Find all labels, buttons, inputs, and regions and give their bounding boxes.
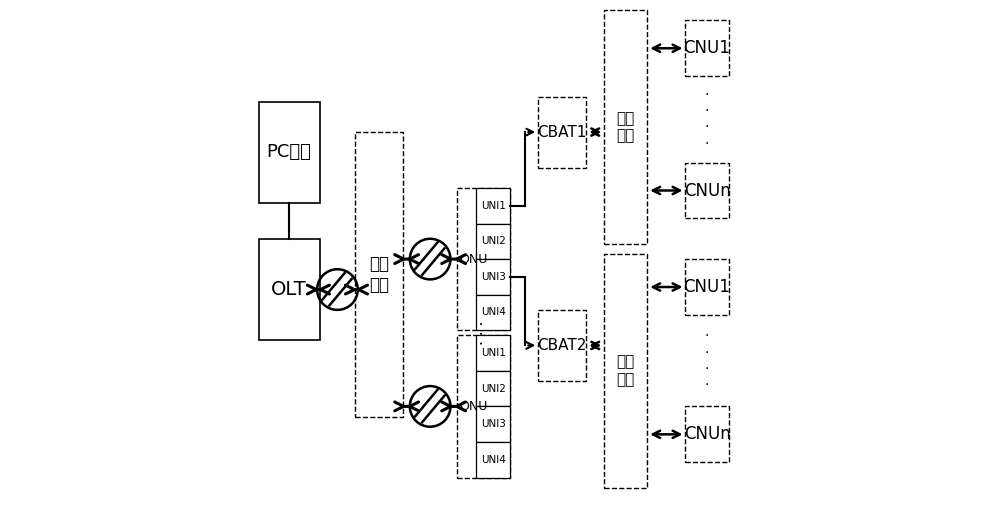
Text: ·
·
·
·: · · · · [705, 329, 709, 392]
Text: UNI4: UNI4 [481, 455, 506, 465]
FancyBboxPatch shape [685, 406, 729, 462]
Text: OLT: OLT [271, 280, 307, 299]
FancyBboxPatch shape [685, 163, 729, 218]
FancyBboxPatch shape [538, 97, 586, 168]
Text: UNI3: UNI3 [481, 272, 506, 282]
Text: ·
·
·
·: · · · · [705, 88, 709, 151]
FancyBboxPatch shape [476, 371, 510, 406]
FancyBboxPatch shape [476, 295, 510, 330]
Text: UNI2: UNI2 [481, 236, 506, 246]
FancyBboxPatch shape [457, 335, 510, 478]
Text: UNI1: UNI1 [481, 348, 506, 358]
Text: CBAT2: CBAT2 [538, 338, 587, 353]
FancyBboxPatch shape [685, 20, 729, 76]
FancyBboxPatch shape [476, 335, 510, 371]
Text: CNU1: CNU1 [684, 278, 730, 296]
Text: · · ·: · · · [476, 321, 491, 345]
FancyBboxPatch shape [476, 442, 510, 478]
Text: UNI4: UNI4 [481, 307, 506, 318]
FancyBboxPatch shape [476, 224, 510, 259]
FancyBboxPatch shape [685, 259, 729, 315]
Text: UNI2: UNI2 [481, 384, 506, 394]
Text: UNI1: UNI1 [481, 201, 506, 211]
FancyBboxPatch shape [476, 259, 510, 295]
FancyBboxPatch shape [604, 10, 647, 244]
FancyBboxPatch shape [604, 254, 647, 488]
Text: 电分
支器: 电分 支器 [617, 355, 635, 387]
FancyBboxPatch shape [259, 102, 320, 203]
Text: ONU: ONU [459, 252, 488, 266]
Text: CBAT1: CBAT1 [538, 124, 587, 140]
FancyBboxPatch shape [476, 406, 510, 442]
Text: CNUn: CNUn [684, 181, 730, 200]
Text: ONU: ONU [459, 400, 488, 413]
FancyBboxPatch shape [476, 188, 510, 224]
Text: 光分
路器: 光分 路器 [369, 255, 389, 294]
FancyBboxPatch shape [538, 310, 586, 381]
FancyBboxPatch shape [259, 239, 320, 340]
Text: 电分
支器: 电分 支器 [617, 111, 635, 143]
Text: PC网管: PC网管 [267, 143, 312, 162]
Text: CNUn: CNUn [684, 425, 730, 443]
Text: CNU1: CNU1 [684, 39, 730, 57]
FancyBboxPatch shape [457, 188, 510, 330]
Text: UNI3: UNI3 [481, 419, 506, 429]
FancyBboxPatch shape [355, 132, 403, 417]
